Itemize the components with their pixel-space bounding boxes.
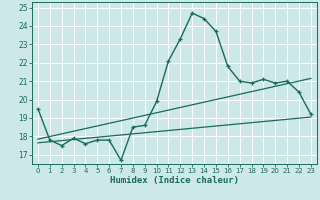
X-axis label: Humidex (Indice chaleur): Humidex (Indice chaleur) — [110, 176, 239, 185]
